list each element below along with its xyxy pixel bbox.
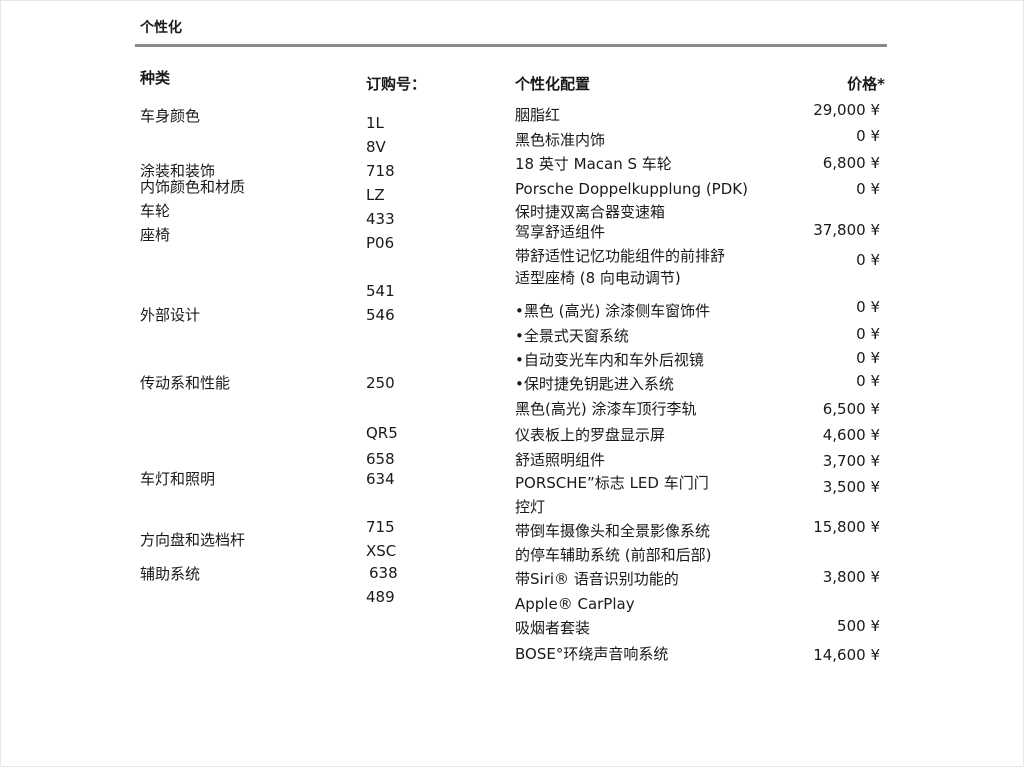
config-line: 黑色标准内饰 [515, 131, 606, 149]
order-code: 250 [366, 374, 395, 392]
price: 6,800 ¥ [822, 154, 880, 172]
config-line: Porsche Doppelkupplung (PDK) [515, 180, 748, 198]
order-code: P06 [366, 234, 395, 252]
price: 0 ¥ [856, 372, 880, 390]
price: 500 ¥ [837, 617, 880, 635]
header-price: 价格* [847, 75, 885, 93]
price: 6,500 ¥ [822, 400, 880, 418]
order-code: 8V [366, 138, 386, 156]
header-config: 个性化配置 [515, 75, 591, 93]
price: 3,700 ¥ [822, 452, 880, 470]
category-item: 车身颜色 [140, 107, 201, 125]
order-code: XSC [366, 542, 397, 560]
category-item: 外部设计 [140, 306, 201, 324]
config-line: •自动变光车内和车外后视镜 [515, 351, 704, 369]
price: 0 ¥ [856, 127, 880, 145]
category-item: 内饰颜色和材质 [140, 178, 246, 196]
order-code: LZ [366, 186, 385, 204]
config-line: 仪表板上的罗盘显示屏 [515, 426, 666, 444]
order-code: 718 [366, 162, 395, 180]
order-code: 715 [366, 518, 395, 536]
config-line: 胭脂红 [515, 106, 561, 124]
config-line: 的停车辅助系统 (前部和后部) [515, 546, 712, 564]
config-line: 适型座椅 (8 向电动调节) [515, 269, 681, 287]
price: 0 ¥ [856, 325, 880, 343]
header-order-no: 订购号： [366, 75, 427, 93]
order-code: 658 [366, 450, 395, 468]
category-item: 座椅 [140, 226, 171, 244]
config-line: •黑色 (高光) 涂漆侧车窗饰件 [515, 302, 711, 320]
config-line: 黑色(高光) 涂漆车顶行李轨 [515, 400, 697, 418]
config-line: 驾享舒适组件 [515, 223, 606, 241]
config-line: 18 英寸 Macan S 车轮 [515, 155, 672, 173]
price: 4,600 ¥ [822, 426, 880, 444]
order-code: QR5 [366, 424, 398, 442]
config-line: 带倒车摄像头和全景影像系统 [515, 522, 711, 540]
config-line: 控灯 [515, 498, 546, 516]
config-line: 保时捷双离合器变速箱 [515, 203, 666, 221]
category-item: 传动系和性能 [140, 374, 231, 392]
price: 0 ¥ [856, 251, 880, 269]
order-code: 541 [366, 282, 395, 300]
order-code: 1L [366, 114, 384, 132]
order-code: 634 [366, 470, 395, 488]
section-title: 个性化 [140, 20, 182, 36]
category-item: 方向盘和选档杆 [140, 531, 246, 549]
category-item: 车轮 [140, 202, 171, 220]
config-line: •保时捷免钥匙进入系统 [515, 375, 674, 393]
order-code: 638 [369, 564, 398, 582]
price: 0 ¥ [856, 180, 880, 198]
price: 3,500 ¥ [822, 478, 880, 496]
section-divider [135, 44, 887, 47]
order-code: 546 [366, 306, 395, 324]
config-line: •全景式天窗系统 [515, 327, 629, 345]
price: 3,800 ¥ [822, 568, 880, 586]
order-code: 433 [366, 210, 395, 228]
config-line: 吸烟者套装 [515, 619, 591, 637]
price: 37,800 ¥ [813, 221, 880, 239]
config-line: 带Siri® 语音识别功能的 [515, 570, 679, 588]
price: 29,000 ¥ [813, 101, 880, 119]
price: 0 ¥ [856, 298, 880, 316]
config-line: 带舒适性记忆功能组件的前排舒 [515, 247, 726, 265]
category-item: 车灯和照明 [140, 470, 216, 488]
category-item: 涂装和装饰 [140, 162, 216, 180]
config-line: PORSCHE”标志 LED 车门门 [515, 474, 709, 492]
price: 14,600 ¥ [813, 646, 880, 664]
order-code: 489 [366, 588, 395, 606]
config-line: 舒适照明组件 [515, 451, 606, 469]
category-item: 辅助系统 [140, 565, 201, 583]
config-line: Apple® CarPlay [515, 595, 635, 613]
price: 15,800 ¥ [813, 518, 880, 536]
price: 0 ¥ [856, 349, 880, 367]
config-line: BOSE°环绕声音响系统 [515, 645, 669, 663]
header-category: 种类 [140, 69, 171, 87]
